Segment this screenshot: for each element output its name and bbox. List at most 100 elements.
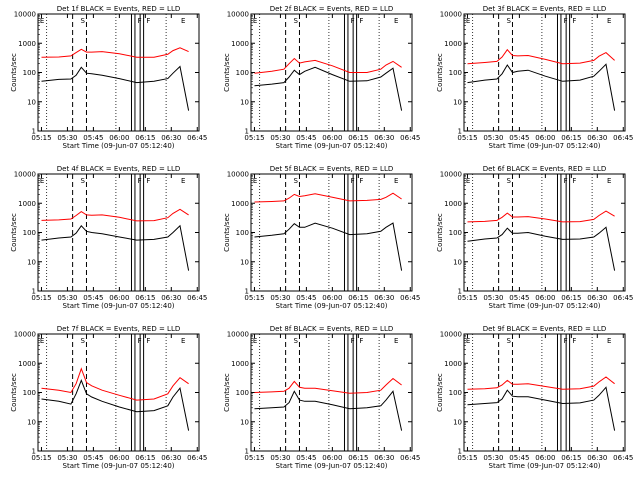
marker-label: E: [253, 337, 257, 345]
marker-label: E: [40, 337, 44, 345]
x-tick-label: 06:00: [535, 454, 555, 462]
marker-label: F: [359, 17, 363, 25]
x-tick-label: 05:30: [483, 134, 503, 142]
marker-label: F: [564, 17, 568, 25]
x-tick-label: 05:30: [57, 454, 77, 462]
marker-label: E: [607, 17, 611, 25]
x-tick-label: 05:15: [244, 454, 264, 462]
marker-label: E: [394, 337, 398, 345]
marker-label: E: [607, 337, 611, 345]
marker-label: F: [359, 337, 363, 345]
x-tick-label: 05:15: [457, 134, 477, 142]
y-tick-label: 100: [449, 69, 462, 77]
x-tick-label: 05:45: [296, 134, 316, 142]
x-tick-label: 05:15: [31, 294, 51, 302]
plot-title: Det 7f BLACK = Events, RED = LLD: [57, 325, 180, 333]
x-tick-label: 05:45: [509, 454, 529, 462]
plot-title: Det 9f BLACK = Events, RED = LLD: [483, 325, 606, 333]
lld-series-line: [41, 47, 189, 58]
y-tick-label: 100: [23, 229, 36, 237]
x-tick-label: 05:15: [457, 294, 477, 302]
marker-label: S: [507, 337, 512, 345]
lld-series-line: [467, 376, 615, 390]
y-tick-label: 1000: [231, 360, 249, 368]
x-tick-label: 05:30: [270, 134, 290, 142]
x-tick-label: 05:15: [244, 294, 264, 302]
marker-label: S: [507, 177, 512, 185]
plot-panel: Det 8f BLACK = Events, RED = LLD 1 10 100 10…: [223, 325, 420, 470]
y-tick-label: 10: [453, 98, 462, 106]
x-tick-label: 05:15: [31, 134, 51, 142]
x-axis-label: Start Time (09-Jun-07 05:12:40): [63, 462, 175, 470]
plot-title: Det 5f BLACK = Events, RED = LLD: [270, 165, 393, 173]
events-series-line: [254, 390, 403, 431]
x-tick-label: 06:45: [187, 454, 207, 462]
y-tick-label: 100: [236, 69, 249, 77]
lld-series-line: [254, 377, 402, 394]
y-axis-label: Counts/sec: [10, 213, 18, 252]
x-tick-label: 06:30: [587, 294, 607, 302]
y-tick-label: 10: [453, 258, 462, 266]
marker-label: E: [394, 177, 398, 185]
marker-label: S: [294, 17, 299, 25]
x-tick-label: 06:15: [561, 134, 581, 142]
y-tick-label: 100: [23, 69, 36, 77]
x-tick-label: 05:45: [509, 134, 529, 142]
y-tick-label: 1000: [444, 200, 462, 208]
plot-panel: Det 7f BLACK = Events, RED = LLD 1 10 100 10…: [10, 325, 207, 470]
lld-series-line: [254, 192, 402, 203]
y-tick-label: 10000: [227, 331, 249, 339]
marker-label: F: [572, 177, 576, 185]
x-axis-label: Start Time (09-Jun-07 05:12:40): [489, 302, 601, 310]
x-tick-label: 05:30: [270, 294, 290, 302]
lld-series-line: [41, 208, 189, 222]
y-axis-label: Counts/sec: [436, 53, 444, 92]
x-axis-label: Start Time (09-Jun-07 05:12:40): [276, 142, 388, 150]
x-axis-label: Start Time (09-Jun-07 05:12:40): [63, 142, 175, 150]
y-tick-label: 10000: [14, 331, 36, 339]
x-tick-label: 06:15: [348, 294, 368, 302]
plot-frame: [463, 173, 626, 292]
x-tick-label: 06:00: [535, 294, 555, 302]
x-tick-label: 06:00: [109, 134, 129, 142]
x-axis-label: Start Time (09-Jun-07 05:12:40): [276, 302, 388, 310]
y-tick-label: 1000: [444, 40, 462, 48]
x-tick-label: 06:30: [374, 134, 394, 142]
x-tick-label: 06:45: [187, 294, 207, 302]
y-tick-label: 1000: [18, 200, 36, 208]
marker-label: F: [146, 177, 150, 185]
x-tick-label: 06:15: [135, 294, 155, 302]
y-tick-label: 10000: [227, 11, 249, 19]
plot-title: Det 6f BLACK = Events, RED = LLD: [483, 165, 606, 173]
lld-series-line: [467, 48, 615, 65]
x-axis-label: Start Time (09-Jun-07 05:12:40): [63, 302, 175, 310]
x-tick-label: 05:45: [509, 294, 529, 302]
marker-label: F: [138, 337, 142, 345]
plot-panel: Det 1f BLACK = Events, RED = LLD 1 10 100 10…: [10, 5, 207, 150]
x-tick-label: 06:00: [322, 134, 342, 142]
x-tick-label: 06:30: [587, 134, 607, 142]
y-axis-label: Counts/sec: [436, 213, 444, 252]
y-axis-label: Counts/sec: [223, 213, 231, 252]
plot-title: Det 3f BLACK = Events, RED = LLD: [483, 5, 606, 13]
x-tick-label: 06:45: [400, 454, 420, 462]
y-tick-label: 10000: [440, 331, 462, 339]
plot-frame: [37, 173, 200, 292]
x-axis-label: Start Time (09-Jun-07 05:12:40): [276, 462, 388, 470]
y-axis-label: Counts/sec: [223, 53, 231, 92]
plot-frame: [250, 13, 413, 132]
plot-panel: Det 5f BLACK = Events, RED = LLD 1 10 100 10…: [223, 165, 420, 310]
x-tick-label: 06:00: [109, 294, 129, 302]
plot-panel: Det 2f BLACK = Events, RED = LLD 1 10 100 10…: [223, 5, 420, 150]
marker-label: E: [253, 177, 257, 185]
y-tick-label: 1: [458, 128, 462, 136]
y-tick-label: 10000: [14, 11, 36, 19]
y-axis-label: Counts/sec: [10, 373, 18, 412]
y-tick-label: 1000: [18, 360, 36, 368]
marker-label: F: [572, 337, 576, 345]
x-tick-label: 06:00: [322, 454, 342, 462]
marker-label: F: [146, 17, 150, 25]
lld-series-line: [467, 210, 615, 223]
lld-series-line: [41, 367, 189, 401]
